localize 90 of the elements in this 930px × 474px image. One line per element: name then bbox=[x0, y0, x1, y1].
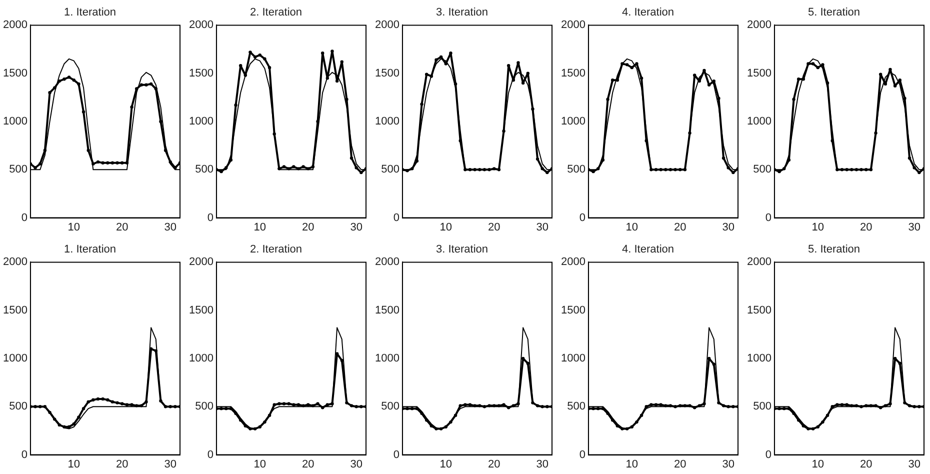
y-tick-label: 1500 bbox=[560, 304, 586, 316]
x-tick-label: 10 bbox=[440, 458, 452, 470]
y-tick-label: 500 bbox=[567, 400, 586, 413]
x-tick-label: 30 bbox=[536, 221, 548, 234]
x-tick-label: 20 bbox=[302, 458, 314, 470]
x-tick-label: 20 bbox=[488, 221, 500, 234]
x-tick-label: 20 bbox=[488, 458, 500, 470]
y-tick-label: 0 bbox=[579, 212, 586, 224]
y-tick-label: 0 bbox=[21, 212, 28, 224]
x-tick-label: 20 bbox=[116, 221, 128, 234]
y-tick-label: 2000 bbox=[2, 256, 28, 268]
x-tick-label: 10 bbox=[68, 221, 80, 234]
x-tick-label: 30 bbox=[722, 221, 734, 234]
y-tick-label: 1500 bbox=[188, 67, 214, 80]
y-tick-label: 2000 bbox=[188, 256, 214, 268]
x-tick-label: 20 bbox=[674, 458, 686, 470]
y-tick-label: 2000 bbox=[746, 19, 772, 32]
y-tick-label: 0 bbox=[21, 448, 28, 461]
chart-title: 5. Iteration bbox=[808, 6, 860, 19]
y-tick-label: 0 bbox=[207, 448, 214, 461]
x-tick-label: 10 bbox=[254, 221, 266, 234]
y-tick-label: 500 bbox=[567, 164, 586, 176]
chart-title: 3. Iteration bbox=[436, 244, 488, 256]
y-tick-label: 0 bbox=[393, 212, 400, 224]
x-tick-label: 30 bbox=[350, 221, 362, 234]
y-tick-label: 1000 bbox=[374, 116, 400, 128]
y-tick-label: 1500 bbox=[746, 67, 772, 80]
y-tick-label: 1000 bbox=[560, 116, 586, 128]
y-tick-label: 2000 bbox=[188, 19, 214, 32]
y-tick-label: 500 bbox=[753, 164, 772, 176]
x-tick-label: 30 bbox=[908, 221, 920, 234]
y-tick-label: 1500 bbox=[374, 67, 400, 80]
x-tick-label: 10 bbox=[68, 458, 80, 470]
y-tick-label: 500 bbox=[381, 164, 400, 176]
y-tick-label: 1500 bbox=[2, 304, 28, 316]
y-tick-label: 1000 bbox=[746, 352, 772, 365]
y-tick-label: 1500 bbox=[560, 67, 586, 80]
y-tick-label: 2000 bbox=[374, 19, 400, 32]
x-tick-label: 20 bbox=[674, 221, 686, 234]
y-tick-label: 0 bbox=[765, 212, 772, 224]
y-tick-label: 2000 bbox=[560, 19, 586, 32]
x-tick-label: 30 bbox=[350, 458, 362, 470]
y-tick-label: 1000 bbox=[2, 352, 28, 365]
y-tick-label: 0 bbox=[579, 448, 586, 461]
x-tick-label: 30 bbox=[722, 458, 734, 470]
chart-title: 4. Iteration bbox=[622, 244, 674, 256]
x-tick-label: 20 bbox=[116, 458, 128, 470]
chart-title: 1. Iteration bbox=[64, 6, 116, 19]
y-tick-label: 0 bbox=[207, 212, 214, 224]
x-tick-label: 20 bbox=[860, 221, 872, 234]
x-tick-label: 10 bbox=[626, 458, 638, 470]
chart-title: 2. Iteration bbox=[250, 6, 302, 19]
y-tick-label: 500 bbox=[753, 400, 772, 413]
x-tick-label: 20 bbox=[302, 221, 314, 234]
x-tick-label: 10 bbox=[254, 458, 266, 470]
chart-title: 5. Iteration bbox=[808, 244, 860, 256]
x-tick-label: 10 bbox=[812, 221, 824, 234]
chart-title: 1. Iteration bbox=[64, 244, 116, 256]
y-tick-label: 1000 bbox=[374, 352, 400, 365]
chart-title: 3. Iteration bbox=[436, 6, 488, 19]
y-tick-label: 500 bbox=[195, 400, 214, 413]
chart-title: 4. Iteration bbox=[622, 6, 674, 19]
y-tick-label: 1000 bbox=[560, 352, 586, 365]
y-tick-label: 0 bbox=[393, 448, 400, 461]
x-tick-label: 30 bbox=[164, 221, 176, 234]
chart-title: 2. Iteration bbox=[250, 244, 302, 256]
y-tick-label: 500 bbox=[9, 164, 28, 176]
y-tick-label: 2000 bbox=[374, 256, 400, 268]
x-tick-label: 10 bbox=[812, 458, 824, 470]
y-tick-label: 1000 bbox=[2, 116, 28, 128]
y-tick-label: 1500 bbox=[746, 304, 772, 316]
y-tick-label: 1500 bbox=[374, 304, 400, 316]
y-tick-label: 1000 bbox=[188, 116, 214, 128]
y-tick-label: 1000 bbox=[746, 116, 772, 128]
x-tick-label: 30 bbox=[908, 458, 920, 470]
y-tick-label: 1500 bbox=[2, 67, 28, 80]
y-tick-label: 500 bbox=[9, 400, 28, 413]
y-tick-label: 500 bbox=[381, 400, 400, 413]
x-tick-label: 20 bbox=[860, 458, 872, 470]
x-tick-label: 30 bbox=[536, 458, 548, 470]
y-tick-label: 2000 bbox=[746, 256, 772, 268]
y-tick-label: 1500 bbox=[188, 304, 214, 316]
y-tick-label: 1000 bbox=[188, 352, 214, 365]
y-tick-label: 500 bbox=[195, 164, 214, 176]
y-tick-label: 2000 bbox=[2, 19, 28, 32]
y-tick-label: 2000 bbox=[560, 256, 586, 268]
x-tick-label: 10 bbox=[626, 221, 638, 234]
y-tick-label: 0 bbox=[765, 448, 772, 461]
x-tick-label: 10 bbox=[440, 221, 452, 234]
x-tick-label: 30 bbox=[164, 458, 176, 470]
